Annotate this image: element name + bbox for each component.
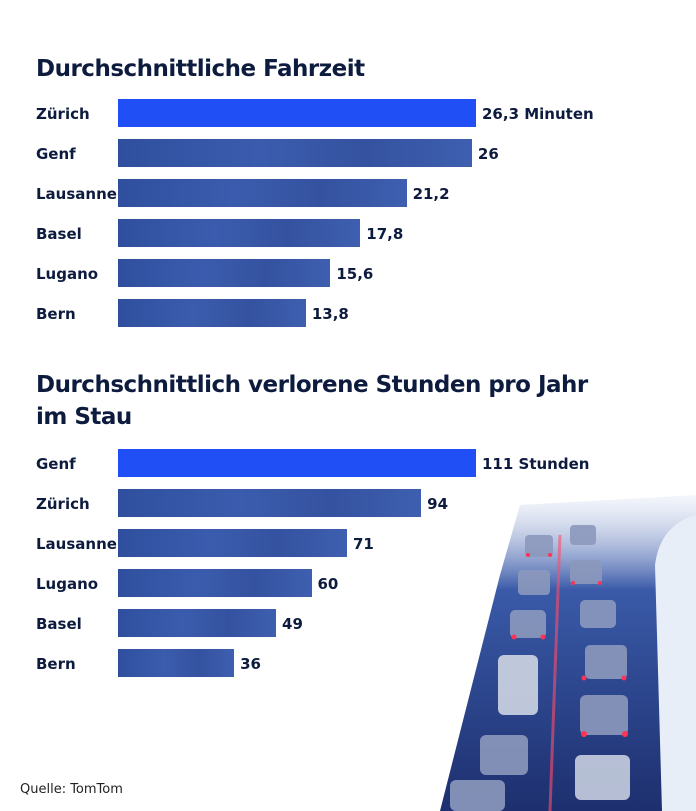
- chart-2-title-line-1: Durchschnittlich verlorene Stunden pro J…: [36, 372, 588, 398]
- category-label: Lausanne: [36, 185, 117, 203]
- bar: [118, 259, 331, 287]
- value-label: 71: [352, 535, 374, 553]
- category-label: Genf: [36, 455, 76, 473]
- value-label: 17,8: [366, 225, 404, 243]
- bar: [118, 649, 235, 677]
- bar: [118, 569, 312, 597]
- value-label: 60: [317, 575, 339, 593]
- category-label: Lugano: [36, 265, 99, 283]
- category-label: Lugano: [36, 575, 99, 593]
- value-label: 13,8: [311, 305, 349, 323]
- value-label: 111 Stunden: [482, 455, 590, 473]
- value-label: 94: [427, 495, 449, 513]
- bar: [118, 99, 476, 127]
- chart-2-title-line-2: im Stau: [36, 404, 132, 430]
- value-label: 36: [240, 655, 261, 673]
- bar: [118, 529, 347, 557]
- category-label: Lausanne: [36, 535, 117, 553]
- bar: [118, 489, 422, 517]
- value-label: 49: [282, 615, 303, 633]
- bar: [118, 219, 361, 247]
- bar: [118, 609, 277, 637]
- traffic-road-image: [440, 495, 696, 811]
- chart-1-title: Durchschnittliche Fahrzeit: [36, 56, 365, 82]
- category-label: Genf: [36, 145, 76, 163]
- category-label: Bern: [36, 655, 76, 673]
- bar: [118, 299, 306, 327]
- category-label: Basel: [36, 615, 82, 633]
- bar: [118, 139, 472, 167]
- category-label: Bern: [36, 305, 76, 323]
- bar: [118, 449, 476, 477]
- source-note: Quelle: TomTom: [20, 782, 123, 797]
- category-label: Basel: [36, 225, 82, 243]
- value-label: 15,6: [336, 265, 374, 283]
- value-label: 26: [477, 145, 499, 163]
- bar: [118, 179, 407, 207]
- value-label: 21,2: [412, 185, 450, 203]
- category-label: Zürich: [36, 495, 90, 513]
- category-label: Zürich: [36, 105, 90, 123]
- value-label: 26,3 Minuten: [482, 105, 594, 123]
